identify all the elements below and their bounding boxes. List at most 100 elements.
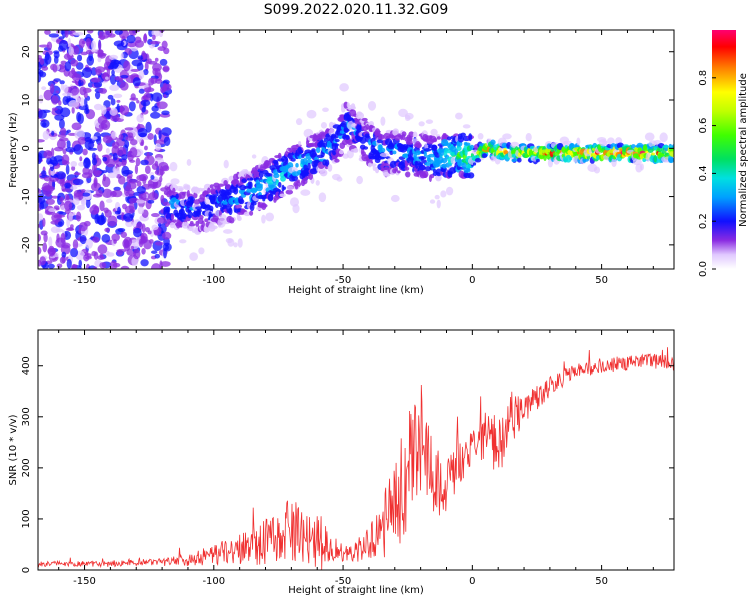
spectrogram-cell	[99, 253, 104, 258]
spectrogram-cell	[38, 71, 42, 83]
spectrogram-cell	[66, 258, 72, 269]
spectrogram-cell	[468, 133, 473, 142]
spectrogram-cell	[138, 132, 147, 138]
spectrogram-cell	[611, 158, 617, 167]
spectrogram-cell	[146, 151, 150, 159]
spectrogram-cell	[404, 160, 409, 168]
spectrogram-cell	[277, 152, 282, 160]
spectrogram-cell	[653, 154, 658, 163]
spectrogram-cell	[662, 144, 669, 149]
spectrogram-cell	[66, 140, 71, 149]
snr-x-axis-label: Height of straight line (km)	[288, 585, 424, 596]
spectrogram-cell	[136, 199, 146, 204]
spectrogram-cell	[149, 40, 161, 45]
spectrogram-cell	[61, 251, 67, 258]
snr-frame	[37, 329, 675, 571]
spectrogram-cell	[261, 214, 266, 224]
spectrogram-cell	[154, 169, 165, 176]
spectrogram-cell	[38, 54, 42, 60]
spectrogram-cell	[392, 128, 400, 137]
spectrogram-cell	[140, 259, 149, 267]
spectrogram-cell	[430, 128, 438, 136]
spectrogram-cell	[41, 66, 49, 71]
spectrogram-cell	[161, 127, 172, 137]
spectrogram-cell	[197, 208, 202, 213]
spectrogram-cell	[169, 161, 178, 172]
spectrogram-cell	[84, 97, 88, 107]
colorbar-tick-label: 0.0	[698, 261, 709, 277]
spectrogram-cell	[48, 236, 53, 248]
spectrogram-cell	[141, 248, 146, 255]
spectrogram-cell	[122, 169, 134, 175]
spectrogram-cell	[53, 55, 59, 64]
spectrogram-cell	[102, 188, 113, 198]
spectrogram-cell	[85, 198, 91, 209]
spectrogram-cell	[187, 211, 194, 219]
spectrogram-cell	[237, 195, 244, 204]
spectrogram-cell	[379, 134, 385, 140]
spectrogram-cell	[263, 160, 270, 167]
spectrogram-cell	[338, 149, 344, 155]
spectrogram-cell	[73, 172, 81, 176]
spectrogram-cell	[109, 107, 118, 116]
spectrogram-cell	[126, 181, 137, 190]
spectrogram-x-tick-label: 50	[595, 275, 608, 286]
spectrogram-cell	[211, 225, 218, 230]
snr-series-line	[38, 347, 674, 570]
spectrogram-cell	[311, 148, 316, 153]
spectrogram-cell	[107, 172, 118, 179]
spectrogram-cell	[57, 133, 67, 138]
spectrogram-cell	[345, 134, 350, 140]
spectrogram-cell	[136, 114, 145, 123]
spectrogram-cell	[343, 127, 350, 133]
spectrogram-cell	[113, 186, 121, 191]
spectrogram-cell	[429, 135, 437, 143]
snr-y-tick-label: 300	[21, 407, 32, 426]
spectrogram-cell	[306, 109, 317, 119]
spectrogram-cell	[315, 180, 320, 186]
spectrogram-cell	[83, 254, 90, 262]
spectrogram-cell	[68, 211, 73, 223]
spectrogram-cell	[109, 74, 117, 85]
spectrogram-cell	[110, 98, 116, 106]
spectrogram-cell	[237, 238, 243, 248]
spectrogram-cell	[98, 88, 108, 94]
spectrogram-cell	[59, 107, 71, 118]
spectrogram-cell	[129, 159, 136, 163]
spectrogram-x-tick-label: 0	[469, 275, 475, 286]
spectrogram-cell	[38, 139, 45, 143]
spectrogram-cell	[630, 144, 636, 149]
spectrogram-cell	[71, 263, 78, 269]
spectrogram-cell	[285, 158, 289, 164]
colorbar-tick-label: 0.2	[698, 213, 709, 229]
spectrogram-cell	[186, 158, 192, 166]
spectrogram-cell	[237, 215, 242, 222]
spectrogram-cell	[306, 159, 313, 165]
spectrogram-y-tick-label: -10	[21, 188, 32, 204]
spectrogram-cell	[129, 97, 139, 101]
spectrogram-cell	[154, 241, 164, 246]
spectrogram-cell	[226, 205, 232, 214]
snr-x-tick-label: -100	[202, 576, 225, 587]
spectrogram-cell	[308, 172, 314, 180]
spectrogram-cell	[363, 146, 369, 150]
spectrogram-cell	[91, 40, 96, 50]
spectrogram-cell	[300, 189, 311, 196]
spectrogram-cell	[94, 214, 100, 225]
spectrogram-cell	[207, 187, 211, 194]
spectrogram-cell	[174, 185, 185, 192]
spectrogram-cell	[97, 49, 104, 58]
spectrogram-cell	[198, 247, 205, 255]
colorbar-tick-label: 0.4	[698, 165, 709, 181]
spectrogram-cell	[68, 46, 74, 56]
spectrogram-cell	[138, 238, 144, 248]
spectrogram-cell	[50, 195, 59, 199]
spectrogram-cell	[216, 186, 221, 192]
spectrogram-cell	[91, 163, 96, 175]
spectrogram-cell	[123, 236, 133, 247]
spectrogram-cell	[502, 133, 512, 140]
snr-x-tick-label: 50	[595, 576, 608, 587]
spectrogram-cell	[48, 33, 60, 38]
spectrogram-cell	[87, 30, 94, 34]
